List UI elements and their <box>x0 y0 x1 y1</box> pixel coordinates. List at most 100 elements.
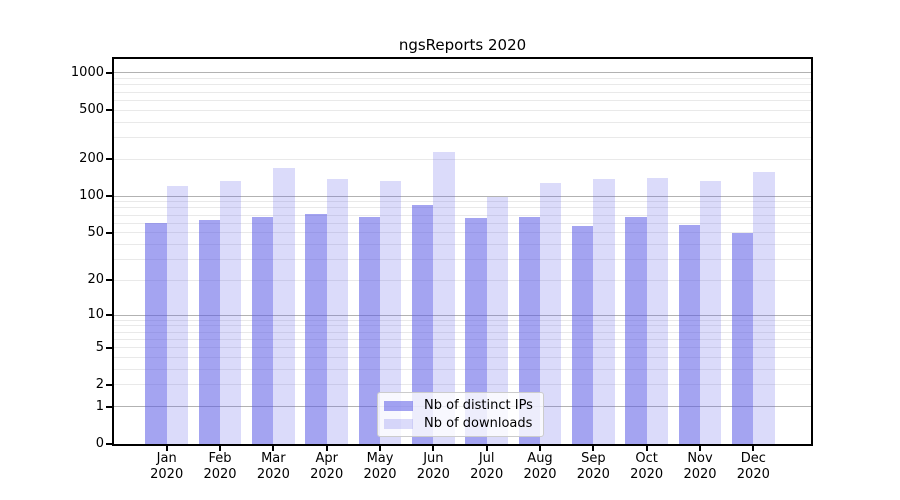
y-tick-mark-1 <box>106 405 112 408</box>
x-month-label-jan: Jan 2020 <box>150 451 184 482</box>
gridline-minor-20 <box>114 279 811 281</box>
gridline-minor-7 <box>114 331 811 333</box>
y-tick-label-1: 1 <box>95 398 104 414</box>
gridline-minor-600 <box>114 99 811 101</box>
legend-label-downloads: Nb of downloads <box>424 416 533 431</box>
gridline-minor-200 <box>114 158 811 160</box>
x-month-label-may: May 2020 <box>363 451 397 482</box>
legend-label-distinct-ips: Nb of distinct IPs <box>424 398 533 413</box>
bar-downloads-aug <box>540 182 562 444</box>
gridline-major-1000 <box>114 72 811 74</box>
gridline-minor-2 <box>114 384 811 386</box>
gridline-minor-70 <box>114 214 811 216</box>
bar-downloads-oct <box>646 178 668 444</box>
y-tick-mark-200 <box>106 158 112 161</box>
y-tick-label-200: 200 <box>79 151 104 167</box>
x-month-label-aug: Aug 2020 <box>523 451 557 482</box>
y-tick-label-100: 100 <box>79 188 104 204</box>
y-tick-label-0: 0 <box>95 436 104 451</box>
y-tick-mark-50 <box>106 231 112 234</box>
x-month-label-sep: Sep 2020 <box>576 451 610 482</box>
gridline-major-10 <box>114 314 811 316</box>
gridline-minor-300 <box>114 136 811 138</box>
bar-downloads-jan <box>166 186 188 444</box>
x-month-label-apr: Apr 2020 <box>310 451 344 482</box>
x-tick-mark-jan <box>165 446 168 451</box>
y-tick-mark-0 <box>106 443 112 445</box>
plot-area <box>112 57 813 446</box>
bar-downloads-dec <box>753 172 775 444</box>
x-tick-mark-oct <box>645 446 648 451</box>
y-tick-mark-10 <box>106 314 112 317</box>
x-month-label-feb: Feb 2020 <box>203 451 237 482</box>
gridline-minor-30 <box>114 259 811 261</box>
legend-entry-distinct-ips: Nb of distinct IPs <box>384 398 537 413</box>
gridline-minor-5 <box>114 347 811 349</box>
gridline-minor-40 <box>114 244 811 246</box>
y-tick-label-2: 2 <box>95 376 104 392</box>
x-month-label-oct: Oct 2020 <box>630 451 664 482</box>
gridline-minor-500 <box>114 109 811 111</box>
bar-distinct-ips-aug <box>518 216 540 444</box>
legend-swatch-distinct-ips <box>384 400 413 411</box>
bar-distinct-ips-may <box>358 217 381 444</box>
x-tick-mark-apr <box>325 446 328 451</box>
gridline-minor-400 <box>114 121 811 123</box>
gridline-minor-60 <box>114 222 811 224</box>
bar-distinct-ips-mar <box>252 217 274 444</box>
y-tick-label-10: 10 <box>87 307 104 323</box>
y-tick-mark-20 <box>106 279 112 282</box>
bar-downloads-apr <box>326 178 348 444</box>
gridline-minor-9 <box>114 319 811 321</box>
bar-distinct-ips-dec <box>732 232 754 444</box>
bar-downloads-mar <box>273 168 295 444</box>
y-tick-mark-2 <box>106 383 112 386</box>
gridline-minor-3 <box>114 369 811 371</box>
gridline-minor-90 <box>114 201 811 203</box>
bar-distinct-ips-apr <box>305 213 327 444</box>
gridline-minor-900 <box>114 78 811 80</box>
x-month-label-jun: Jun 2020 <box>416 451 450 482</box>
x-tick-mark-mar <box>272 446 275 451</box>
y-tick-label-50: 50 <box>87 224 104 240</box>
y-tick-mark-5 <box>106 346 112 349</box>
bar-distinct-ips-feb <box>198 219 221 444</box>
bar-downloads-jun <box>433 152 455 444</box>
y-tick-label-5: 5 <box>95 339 104 355</box>
bar-downloads-jul <box>486 196 508 444</box>
bar-distinct-ips-jan <box>145 223 167 444</box>
bar-distinct-ips-jul <box>465 218 487 444</box>
x-tick-mark-aug <box>539 446 541 451</box>
x-tick-mark-feb <box>219 446 222 451</box>
legend-swatch-downloads <box>384 418 413 429</box>
bar-distinct-ips-jun <box>412 205 434 444</box>
y-tick-mark-1000 <box>106 71 112 74</box>
x-tick-mark-dec <box>752 446 755 451</box>
gridline-major-100 <box>114 195 811 197</box>
y-tick-label-500: 500 <box>79 102 104 118</box>
x-month-label-nov: Nov 2020 <box>683 451 717 482</box>
gridline-minor-800 <box>114 84 811 86</box>
gridline-minor-700 <box>114 91 811 93</box>
gridline-minor-8 <box>114 325 811 327</box>
y-tick-label-1000: 1000 <box>70 64 104 80</box>
bar-downloads-may <box>380 180 402 444</box>
x-tick-mark-jul <box>485 446 488 451</box>
x-tick-mark-jun <box>432 446 435 451</box>
gridline-minor-6 <box>114 338 811 340</box>
y-tick-mark-100 <box>106 195 112 198</box>
chart-title: ngsReports 2020 <box>398 36 527 54</box>
legend: Nb of distinct IPs Nb of downloads <box>377 392 544 437</box>
bar-distinct-ips-oct <box>625 216 647 444</box>
y-tick-label-20: 20 <box>87 272 104 288</box>
bar-downloads-nov <box>700 180 722 444</box>
gridline-minor-80 <box>114 207 811 209</box>
bar-downloads-sep <box>593 179 615 444</box>
y-tick-mark-500 <box>106 109 112 112</box>
bar-distinct-ips-sep <box>572 225 594 444</box>
x-tick-mark-may <box>379 446 382 451</box>
x-month-label-dec: Dec 2020 <box>736 451 770 482</box>
bar-downloads-feb <box>220 180 242 444</box>
legend-entry-downloads: Nb of downloads <box>384 416 537 431</box>
x-tick-mark-sep <box>592 446 595 451</box>
